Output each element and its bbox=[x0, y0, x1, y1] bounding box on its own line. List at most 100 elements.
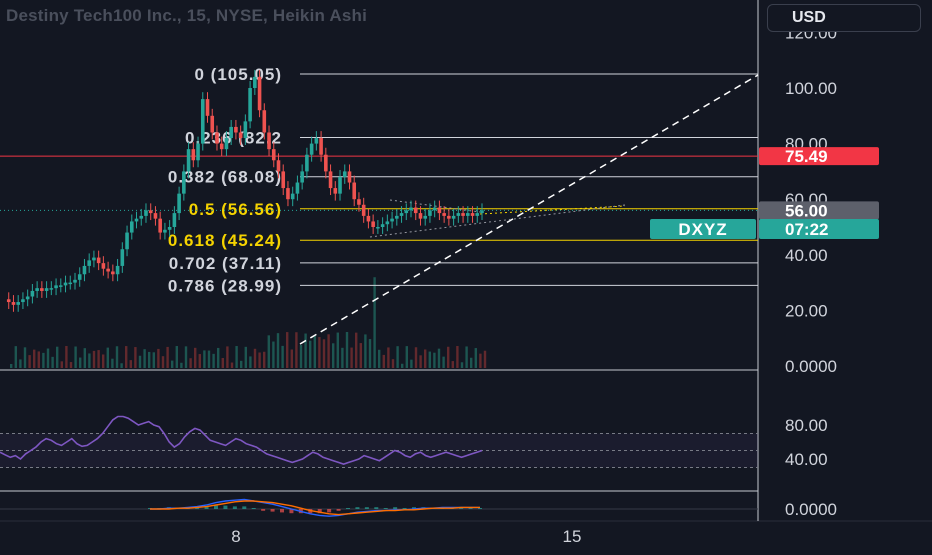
volume-bar bbox=[350, 347, 353, 368]
volume-bar bbox=[230, 362, 234, 368]
volume-bar bbox=[355, 332, 358, 368]
candle-body bbox=[243, 121, 248, 139]
volume-bar bbox=[102, 354, 105, 368]
candle-body bbox=[215, 132, 219, 144]
candle-body bbox=[470, 213, 475, 216]
price-label-bg bbox=[759, 201, 879, 220]
volume-bar bbox=[74, 346, 77, 368]
symbol-tag: DXYZ bbox=[678, 220, 727, 239]
volume-bar bbox=[134, 347, 137, 368]
candle-body bbox=[210, 115, 215, 133]
volume-bar bbox=[79, 357, 82, 368]
volume-bar bbox=[258, 352, 261, 368]
volume-bar bbox=[460, 362, 464, 368]
triangle-lower-line bbox=[369, 204, 626, 238]
candle-body bbox=[314, 138, 319, 144]
candle-body bbox=[319, 138, 323, 155]
projection-line bbox=[479, 205, 626, 215]
volume-bar bbox=[115, 346, 119, 368]
volume-bar bbox=[276, 333, 280, 368]
volume-bar bbox=[56, 346, 59, 368]
currency-button[interactable]: USD bbox=[767, 4, 921, 32]
volume-bar bbox=[414, 347, 418, 368]
candle-body bbox=[423, 215, 428, 219]
volume-bar bbox=[249, 356, 252, 368]
macd-histogram-bar bbox=[459, 508, 464, 509]
candle-body bbox=[148, 210, 153, 214]
candle-body bbox=[347, 171, 352, 183]
volume-bar bbox=[148, 351, 151, 368]
volume-bar bbox=[322, 339, 326, 368]
volume-bar bbox=[410, 359, 413, 368]
volume-bar bbox=[161, 356, 165, 368]
candle-body bbox=[16, 302, 20, 305]
candle-body bbox=[409, 207, 413, 211]
volume-bar bbox=[14, 346, 17, 368]
macd-axis-tick: 0.0000 bbox=[785, 500, 837, 519]
candle-body bbox=[234, 126, 238, 133]
macd-histogram-bar bbox=[204, 506, 209, 509]
volume-bar bbox=[456, 346, 459, 368]
volume-bar bbox=[194, 347, 197, 368]
volume-bar bbox=[157, 348, 160, 368]
volume-bar bbox=[92, 350, 96, 368]
candle-body bbox=[125, 232, 129, 250]
candle-body bbox=[352, 182, 357, 200]
candle-body bbox=[158, 218, 162, 233]
macd-histogram-bar bbox=[242, 506, 247, 509]
macd-histogram-bar bbox=[280, 509, 284, 513]
macd-histogram-bar bbox=[468, 508, 473, 509]
candle-body bbox=[11, 302, 16, 305]
fib-level-label: 0.382 (68.08) bbox=[168, 168, 282, 187]
fib-level-label: 0 (105.05) bbox=[195, 65, 283, 84]
candle-body bbox=[219, 143, 224, 150]
candle-body bbox=[196, 143, 200, 161]
candle-body bbox=[134, 218, 139, 222]
candle-body bbox=[267, 132, 271, 150]
candle-body bbox=[106, 268, 110, 272]
volume-bar bbox=[295, 332, 298, 368]
candle-body bbox=[96, 257, 101, 264]
volume-bar bbox=[272, 341, 275, 368]
macd-histogram-bar bbox=[270, 509, 275, 512]
volume-bar bbox=[212, 353, 215, 368]
price-axis-tick: 0.0000 bbox=[785, 357, 837, 376]
candle-body bbox=[77, 274, 82, 280]
macd-histogram-bar bbox=[364, 507, 369, 509]
candle-body bbox=[376, 227, 380, 229]
candle-body bbox=[6, 299, 11, 303]
volume-bar bbox=[253, 348, 257, 368]
volume-bar bbox=[244, 346, 247, 368]
volume-bar bbox=[28, 355, 31, 368]
candle-body bbox=[73, 279, 77, 283]
candle-body bbox=[40, 288, 44, 291]
candle-body bbox=[456, 213, 461, 216]
macd-signal-line bbox=[150, 500, 480, 516]
candle-body bbox=[418, 213, 423, 219]
candle-body bbox=[404, 210, 409, 214]
fib-level-label: 0.702 (37.11) bbox=[169, 254, 282, 273]
volume-bar bbox=[129, 360, 132, 368]
volume-bar bbox=[138, 355, 142, 368]
candle-body bbox=[229, 126, 233, 139]
candle-body bbox=[238, 132, 243, 139]
price-label: 75.49 bbox=[785, 147, 828, 166]
candle-body bbox=[357, 199, 361, 205]
candle-body bbox=[30, 290, 35, 297]
candle-body bbox=[224, 138, 229, 150]
macd-histogram-bar bbox=[327, 509, 332, 513]
volume-bar bbox=[97, 350, 100, 368]
candle-body bbox=[177, 193, 181, 214]
volume-bar bbox=[474, 348, 477, 368]
volume-bar bbox=[428, 351, 431, 368]
candle-body bbox=[385, 221, 390, 225]
volume-bar bbox=[405, 346, 408, 368]
volume-bar bbox=[304, 333, 307, 368]
candle-body bbox=[342, 171, 347, 177]
macd-histogram-bar bbox=[346, 508, 350, 509]
candle-body bbox=[172, 213, 177, 227]
rsi-line bbox=[0, 415, 483, 465]
volume-bar bbox=[341, 347, 344, 368]
